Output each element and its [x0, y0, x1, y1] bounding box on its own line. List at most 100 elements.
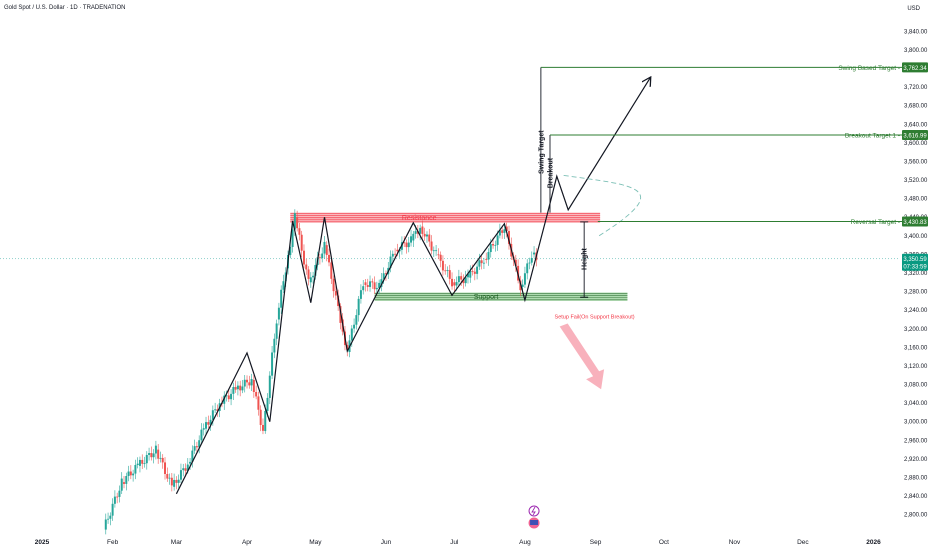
lightning-event-icon	[528, 505, 540, 517]
candle-body	[282, 281, 285, 290]
candle-body	[321, 253, 324, 259]
target-price-badge	[902, 129, 928, 140]
breakout-label: Breakout	[547, 157, 554, 188]
target-price-badge-text: 3,616.99	[903, 133, 927, 139]
candle-body	[107, 518, 110, 520]
candle-body	[369, 281, 372, 287]
y-tick-label: 2,840.00	[904, 494, 928, 500]
candle-body	[248, 382, 251, 386]
candle-body	[332, 278, 335, 292]
candle-body	[350, 328, 353, 341]
candle-body	[396, 249, 399, 252]
candle-body	[177, 479, 180, 483]
candle-body	[355, 315, 358, 325]
y-tick-label: 3,600.00	[904, 141, 928, 147]
candle-body	[328, 254, 331, 263]
candle-body	[410, 236, 413, 243]
resistance-label: Resistance	[402, 215, 437, 222]
candle-body	[496, 235, 499, 245]
pattern-path	[175, 78, 650, 495]
current-price-countdown: 07:33:59	[903, 264, 927, 270]
candle-body	[200, 429, 203, 441]
candle-body	[154, 445, 157, 454]
y-tick-label: 3,400.00	[904, 234, 928, 240]
x-tick-label: Aug	[519, 539, 531, 546]
candle-body	[104, 519, 107, 530]
candle-body	[309, 277, 312, 283]
candle-body	[173, 479, 176, 487]
candle-body	[175, 479, 178, 483]
candle-body	[138, 459, 141, 466]
candle-body	[412, 233, 415, 241]
candle-body	[118, 490, 121, 497]
candle-body	[298, 228, 301, 235]
candle-body	[485, 259, 488, 260]
candle-body	[193, 446, 196, 451]
candle-body	[230, 393, 233, 400]
y-tick-label: 3,840.00	[904, 29, 928, 35]
candle-body	[330, 262, 333, 279]
candle-body	[116, 496, 119, 498]
candle-body	[523, 273, 526, 285]
candle-body	[480, 260, 483, 264]
candle-body	[359, 290, 362, 299]
x-tick-label: Jul	[450, 539, 459, 546]
candle-body	[391, 253, 394, 257]
candle-body	[296, 217, 299, 229]
target-level-label: Reversal Target -	[851, 219, 900, 226]
candle-body	[432, 250, 435, 252]
setup-fail-label: Setup Fail(On Support Breakout)	[555, 315, 635, 321]
y-tick-label: 3,040.00	[904, 401, 928, 407]
x-tick-label: 2026	[866, 539, 881, 546]
candle-body	[275, 323, 278, 339]
candle-body	[507, 230, 510, 245]
candle-body	[533, 252, 536, 255]
candle-body	[207, 422, 210, 425]
candle-body	[462, 279, 465, 284]
y-tick-label: 3,080.00	[904, 383, 928, 389]
candle-body	[526, 263, 529, 274]
flag-event-glyph	[530, 520, 539, 525]
candle-body	[405, 242, 408, 248]
candle-body	[323, 241, 326, 254]
candle-body	[232, 387, 235, 394]
height-label: Height	[582, 248, 589, 270]
candle-body	[353, 324, 356, 329]
candle-body	[132, 473, 135, 476]
candle-body	[455, 282, 458, 286]
candle-body	[357, 298, 360, 316]
candle-body	[334, 291, 337, 296]
candle-body	[505, 226, 508, 231]
candle-body	[205, 422, 208, 429]
candle-body	[366, 285, 369, 287]
candle-body	[307, 269, 310, 279]
candle-body	[252, 379, 255, 392]
candle-body	[451, 278, 454, 287]
candle-body	[521, 284, 524, 287]
candle-body	[243, 379, 246, 387]
swing-target-label: Swing Target	[538, 130, 545, 174]
candle-body	[289, 246, 292, 256]
candle-body	[380, 279, 383, 287]
candle-body	[394, 253, 397, 255]
candle-body	[514, 259, 517, 266]
x-tick-label: Sep	[590, 539, 602, 546]
candle-body	[378, 282, 381, 288]
y-tick-label: 2,880.00	[904, 476, 928, 482]
target-price-badge	[902, 216, 928, 227]
candle-body	[129, 471, 132, 476]
y-tick-label: 3,680.00	[904, 104, 928, 110]
candle-body	[300, 234, 303, 251]
x-tick-label: Feb	[107, 539, 119, 546]
candle-body	[280, 289, 283, 308]
candle-body	[421, 226, 424, 234]
candle-body	[293, 213, 296, 230]
candle-body	[273, 338, 276, 353]
candle-body	[471, 270, 474, 272]
candle-body	[364, 282, 367, 286]
lightning-glyph	[531, 506, 536, 516]
y-tick-label: 3,160.00	[904, 345, 928, 351]
candle-body	[209, 419, 212, 425]
candle-body	[168, 477, 171, 479]
